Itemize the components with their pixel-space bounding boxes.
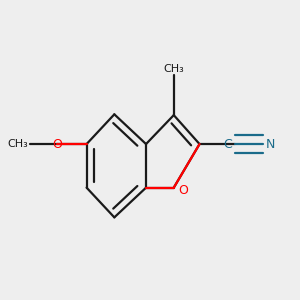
Text: CH₃: CH₃ [7,139,28,149]
Text: O: O [178,184,188,197]
Text: N: N [266,138,275,151]
Text: CH₃: CH₃ [164,64,184,74]
Text: C: C [223,138,232,151]
Text: O: O [52,138,62,151]
